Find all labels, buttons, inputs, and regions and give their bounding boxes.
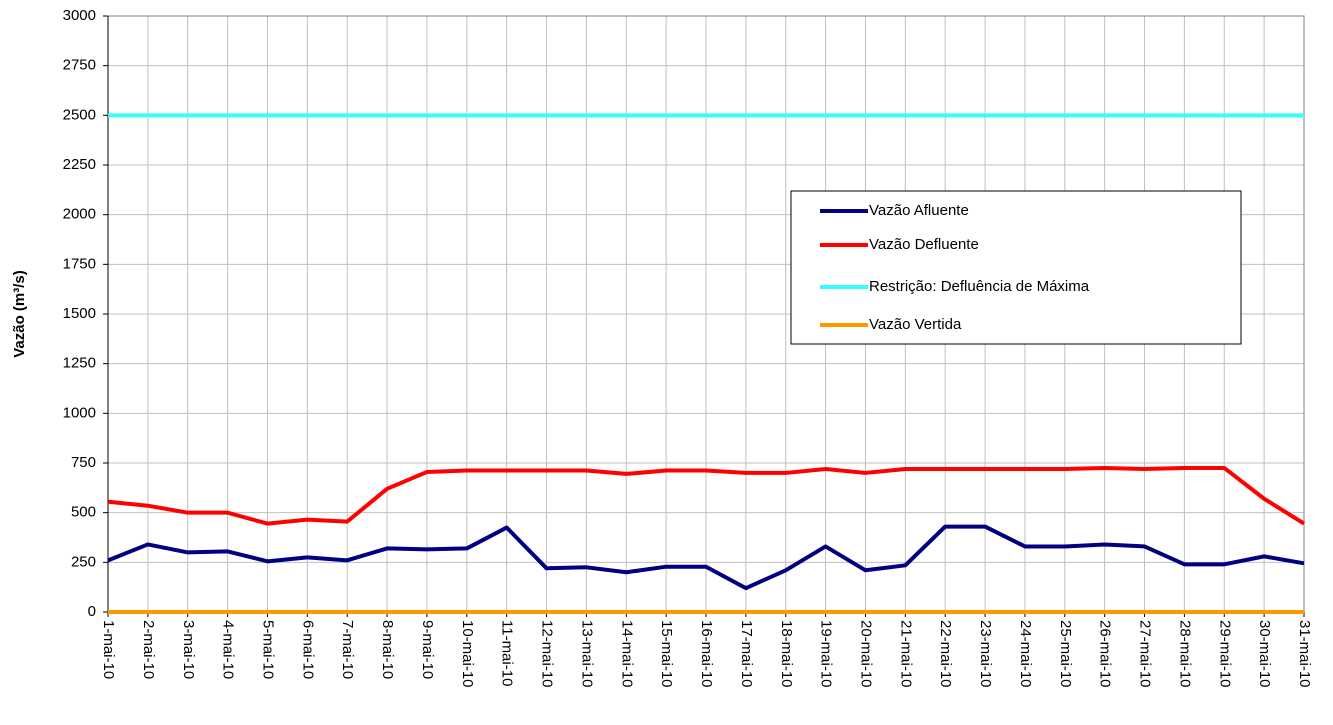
x-tick-label: 22-mai-10 xyxy=(937,620,954,688)
x-tick-label: 23-mai-10 xyxy=(977,620,994,688)
x-tick-label: 26-mai-10 xyxy=(1097,620,1114,688)
x-tick-label: 2-mai-10 xyxy=(140,620,157,679)
y-tick-label: 1750 xyxy=(63,255,96,272)
series-line xyxy=(107,524,1305,591)
legend-label: Vazão Afluente xyxy=(869,202,969,219)
x-tick-label: 24-mai-10 xyxy=(1017,620,1034,688)
y-tick-label: 750 xyxy=(71,454,96,471)
x-tick-label: 20-mai-10 xyxy=(857,620,874,688)
y-tick-label: 1500 xyxy=(63,305,96,322)
x-tick-label: 27-mai-10 xyxy=(1137,620,1154,688)
x-tick-label: 7-mai-10 xyxy=(339,620,356,679)
x-tick-label: 3-mai-10 xyxy=(180,620,197,679)
x-tick-label: 14-mai-10 xyxy=(618,620,635,688)
y-tick-label: 500 xyxy=(71,504,96,521)
x-tick-label: 16-mai-10 xyxy=(698,620,715,688)
y-tick-label: 2500 xyxy=(63,106,96,123)
x-tick-label: 19-mai-10 xyxy=(818,620,835,688)
legend-label: Restrição: Defluência de Máxima xyxy=(869,278,1090,295)
x-tick-label: 5-mai-10 xyxy=(259,620,276,679)
x-tick-label: 13-mai-10 xyxy=(578,620,595,688)
x-tick-label: 25-mai-10 xyxy=(1057,620,1074,688)
x-tick-label: 6-mai-10 xyxy=(299,620,316,679)
x-tick-label: 15-mai-10 xyxy=(658,620,675,688)
legend-label: Vazão Vertida xyxy=(869,316,962,333)
y-tick-label: 1250 xyxy=(63,355,96,372)
x-tick-label: 8-mai-10 xyxy=(379,620,396,679)
y-axis-label: Vazão (m³/s) xyxy=(11,270,28,358)
x-tick-label: 17-mai-10 xyxy=(738,620,755,688)
y-tick-label: 2000 xyxy=(63,206,96,223)
y-tick-label: 2750 xyxy=(63,57,96,74)
series-line xyxy=(107,465,1306,526)
x-tick-label: 1-mai-10 xyxy=(100,620,117,679)
x-tick-label: 9-mai-10 xyxy=(419,620,436,679)
y-tick-label: 3000 xyxy=(63,7,96,24)
legend-label: Vazão Defluente xyxy=(869,236,979,253)
x-tick-label: 4-mai-10 xyxy=(220,620,237,679)
x-tick-label: 10-mai-10 xyxy=(459,620,476,688)
y-tick-label: 0 xyxy=(88,603,96,620)
x-tick-label: 31-mai-10 xyxy=(1296,620,1313,688)
y-tick-label: 250 xyxy=(71,553,96,570)
x-tick-label: 29-mai-10 xyxy=(1216,620,1233,688)
x-tick-label: 12-mai-10 xyxy=(539,620,556,688)
x-tick-label: 30-mai-10 xyxy=(1256,620,1273,688)
legend-box xyxy=(790,190,1242,345)
x-tick-label: 11-mai-10 xyxy=(499,620,516,686)
y-tick-label: 1000 xyxy=(63,404,96,421)
x-tick-label: 18-mai-10 xyxy=(778,620,795,688)
y-tick-label: 2250 xyxy=(63,156,96,173)
x-tick-label: 28-mai-10 xyxy=(1176,620,1193,688)
x-tick-label: 21-mai-10 xyxy=(897,620,914,688)
